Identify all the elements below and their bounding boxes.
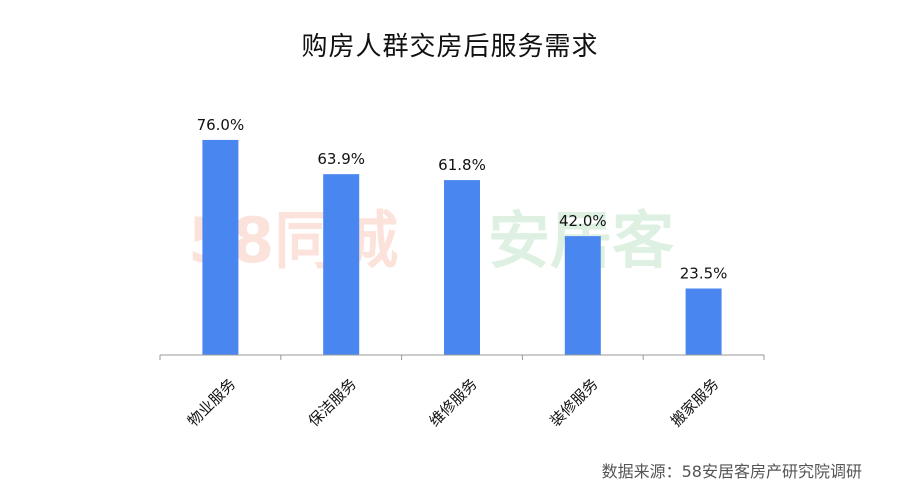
- data-label-2: 63.9%: [317, 150, 365, 168]
- category-label-5: 搬家服务: [667, 375, 722, 430]
- data-label-3: 61.8%: [438, 156, 486, 174]
- data-label-4: 42.0%: [559, 212, 607, 230]
- category-label-2: 保洁服务: [305, 375, 360, 430]
- bar-4: [564, 236, 601, 355]
- bar-2: [323, 174, 360, 355]
- bar-5: [685, 288, 722, 355]
- data-source-note: 数据来源：58安居客房产研究院调研: [601, 462, 862, 481]
- bar-3: [444, 180, 480, 355]
- category-label-1: 物业服务: [184, 375, 239, 430]
- category-label-4: 装修服务: [546, 375, 601, 430]
- chart-title: 购房人群交房后服务需求: [301, 32, 599, 62]
- category-label-3: 维修服务: [426, 375, 481, 430]
- bar-1: [202, 139, 239, 355]
- data-label-5: 23.5%: [680, 264, 728, 282]
- data-label-1: 76.0%: [197, 116, 245, 134]
